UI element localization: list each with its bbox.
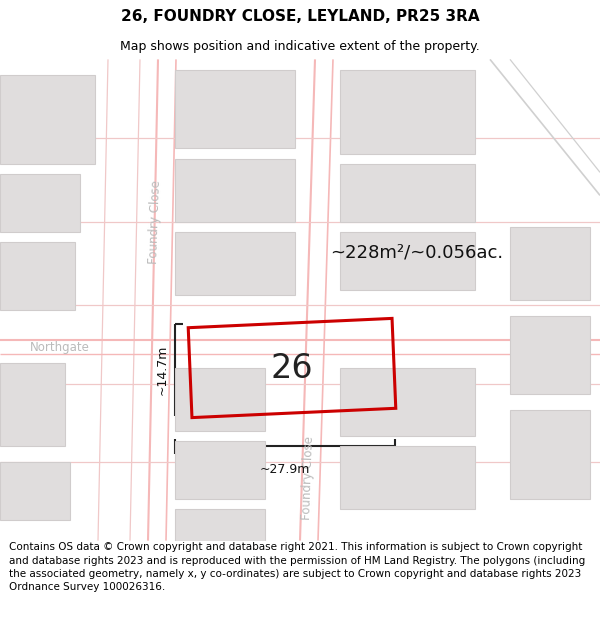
Text: Northgate: Northgate (30, 341, 90, 354)
Polygon shape (0, 75, 95, 164)
Polygon shape (510, 410, 590, 499)
Text: Foundry Close: Foundry Close (147, 179, 163, 264)
Text: Foundry Close: Foundry Close (300, 436, 316, 520)
Polygon shape (510, 316, 590, 394)
Polygon shape (175, 70, 295, 148)
Polygon shape (0, 242, 75, 311)
Polygon shape (175, 441, 265, 499)
Polygon shape (0, 174, 80, 232)
Text: ~27.9m: ~27.9m (260, 463, 310, 476)
Text: ~14.7m: ~14.7m (156, 345, 169, 395)
Polygon shape (175, 159, 295, 221)
Polygon shape (340, 164, 475, 221)
Polygon shape (0, 362, 65, 446)
Text: 26: 26 (271, 351, 313, 384)
Text: Map shows position and indicative extent of the property.: Map shows position and indicative extent… (120, 40, 480, 52)
Polygon shape (175, 368, 265, 431)
Text: ~228m²/~0.056ac.: ~228m²/~0.056ac. (330, 244, 503, 262)
Polygon shape (340, 70, 475, 154)
Polygon shape (175, 509, 265, 541)
Polygon shape (175, 232, 295, 295)
Polygon shape (0, 462, 70, 520)
Text: Contains OS data © Crown copyright and database right 2021. This information is : Contains OS data © Crown copyright and d… (9, 542, 585, 592)
Polygon shape (340, 232, 475, 289)
Polygon shape (340, 368, 475, 436)
Polygon shape (340, 446, 475, 509)
Text: 26, FOUNDRY CLOSE, LEYLAND, PR25 3RA: 26, FOUNDRY CLOSE, LEYLAND, PR25 3RA (121, 9, 479, 24)
Polygon shape (510, 227, 590, 300)
